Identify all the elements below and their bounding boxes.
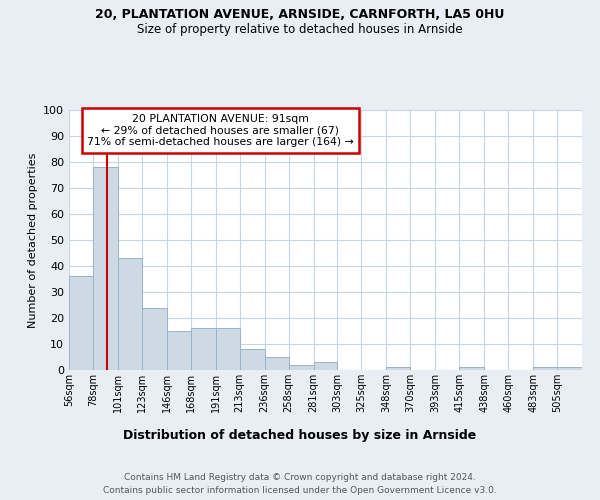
Text: Contains public sector information licensed under the Open Government Licence v3: Contains public sector information licen… xyxy=(103,486,497,495)
Text: Contains HM Land Registry data © Crown copyright and database right 2024.: Contains HM Land Registry data © Crown c… xyxy=(124,472,476,482)
Bar xyxy=(118,258,142,370)
Bar xyxy=(216,328,239,370)
Bar xyxy=(557,368,582,370)
Bar xyxy=(533,368,557,370)
Y-axis label: Number of detached properties: Number of detached properties xyxy=(28,152,38,328)
Bar xyxy=(265,357,289,370)
Bar xyxy=(459,368,484,370)
Text: Distribution of detached houses by size in Arnside: Distribution of detached houses by size … xyxy=(124,430,476,442)
Bar xyxy=(386,368,410,370)
Bar xyxy=(314,362,337,370)
Bar xyxy=(191,328,216,370)
Bar xyxy=(289,365,314,370)
Text: 20, PLANTATION AVENUE, ARNSIDE, CARNFORTH, LA5 0HU: 20, PLANTATION AVENUE, ARNSIDE, CARNFORT… xyxy=(95,8,505,20)
Bar xyxy=(93,167,118,370)
Bar xyxy=(142,308,167,370)
Text: 20 PLANTATION AVENUE: 91sqm
← 29% of detached houses are smaller (67)
71% of sem: 20 PLANTATION AVENUE: 91sqm ← 29% of det… xyxy=(87,114,354,147)
Bar xyxy=(69,276,93,370)
Bar xyxy=(239,349,265,370)
Text: Size of property relative to detached houses in Arnside: Size of property relative to detached ho… xyxy=(137,22,463,36)
Bar xyxy=(167,331,191,370)
